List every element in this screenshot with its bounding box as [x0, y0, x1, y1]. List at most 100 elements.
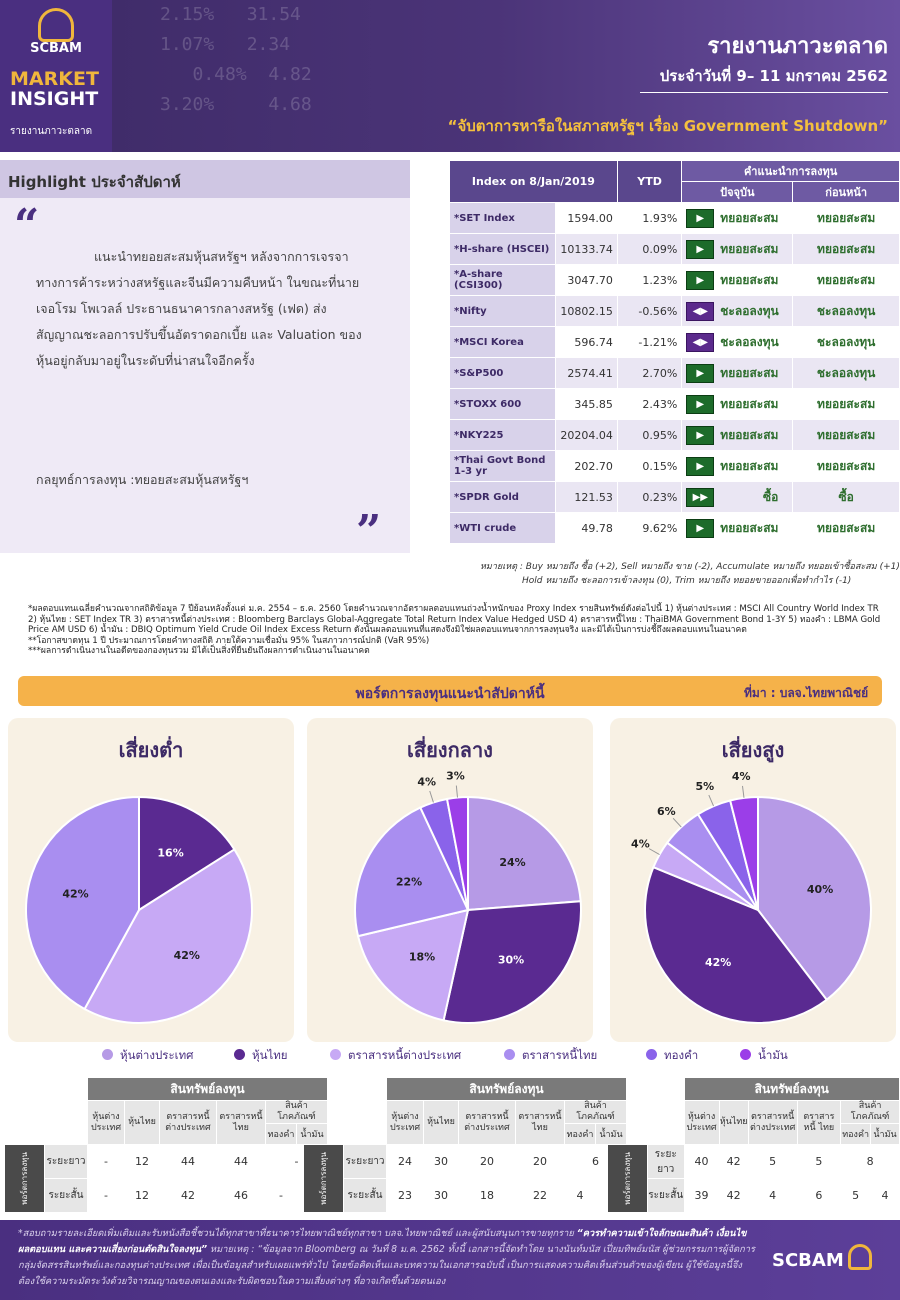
- pie-leader-line: [741, 785, 745, 798]
- pie-charts: 16%42%42% 24%30%18%22%4% 3% 40%42%4%6%5%4…: [25, 770, 872, 1024]
- pie-label: 3%: [446, 770, 465, 783]
- col-thai-equity: หุ้นไทย: [424, 1101, 458, 1144]
- col-thai-bond: ตราสารหนี้ ไทย: [516, 1101, 564, 1144]
- disclaimer-part-a: *สอบถามรายละเอียดเพิ่มเติมและรับหนังสือช…: [18, 1228, 577, 1239]
- pie-slice-foreign_bond: [83, 848, 253, 1024]
- pie-chart-mid: 24% 30% 18% 22% 4% 3%: [354, 770, 582, 1024]
- short-value: 42: [719, 1179, 748, 1212]
- scb-emblem-icon: [38, 8, 74, 42]
- play-icon: ▶: [686, 425, 715, 445]
- index-previous: ทยอยสะสม: [793, 265, 899, 295]
- index-current: ▶ ทยอยสะสม: [682, 234, 793, 264]
- col-reco: คำแนะนำการลงทุน: [682, 161, 899, 181]
- brand-panel: SCBAM MARKET INSIGHT รายงานภาวะตลาด: [0, 0, 112, 152]
- pie-label: 4%: [732, 770, 751, 783]
- pie-slice-thai_eq: [138, 795, 236, 912]
- short-value: 12: [125, 1179, 159, 1212]
- index-ytd: 0.23%: [617, 482, 682, 512]
- pie-label: 6%: [657, 805, 676, 818]
- short-value: 23: [387, 1179, 423, 1212]
- index-row: *S&P500 2574.41 2.70% ▶ ทยอยสะสม ชะลอลงทุน: [450, 358, 899, 388]
- short-value: -: [88, 1179, 124, 1212]
- legend-swatch: [234, 1049, 245, 1060]
- index-current: ◀▶ ชะลอลงทุน: [682, 327, 793, 357]
- legend-label: น้ำมัน: [758, 1048, 788, 1062]
- pie-slice-thai_bond: [354, 806, 470, 938]
- col-foreign-equity: หุ้นต่าง ประเทศ: [387, 1101, 423, 1144]
- index-value: 2574.41: [556, 358, 617, 388]
- col-commodity: สินค้า โภคภัณฑ์: [266, 1101, 327, 1123]
- pie-label: 24%: [499, 856, 525, 869]
- index-name: *WTI crude: [450, 513, 556, 543]
- legend-thai-equity: หุ้นไทย: [234, 1047, 288, 1065]
- play-icon: ▶: [686, 270, 715, 290]
- current-label: ทยอยสะสม: [720, 241, 779, 256]
- index-current: ▶▶ ซื้อ: [682, 482, 793, 512]
- side-label-text: พอร์ตการลงทุน: [319, 1152, 328, 1205]
- hold-arrows-icon: ◀▶: [686, 332, 715, 352]
- blank-cell: [608, 1078, 684, 1100]
- index-previous: ทยอยสะสม: [793, 234, 899, 264]
- index-row: *STOXX 600 345.85 2.43% ▶ ทยอยสะสม ทยอยสะสม: [450, 389, 899, 419]
- long-value: 44: [160, 1145, 216, 1178]
- row-short-label: ระยะสั้น: [648, 1179, 684, 1212]
- legend-label: ทองคำ: [664, 1048, 699, 1062]
- footnote-1: *ผลตอบแทนเฉลี่ยคำนวณจากสถิติข้อมูล 7 ปีย…: [28, 604, 881, 635]
- header-divider: [640, 92, 888, 93]
- side-label: พอร์ตการลงทุน: [5, 1145, 44, 1212]
- side-label-text: พอร์ตการลงทุน: [623, 1152, 632, 1205]
- index-ytd: 0.15%: [617, 451, 682, 481]
- index-value: 49.78: [556, 513, 617, 543]
- footnote-3: ***ผลการดำเนินงานในอดีตของกองทุนรวม มิได…: [28, 646, 370, 656]
- index-ytd: 2.70%: [617, 358, 682, 388]
- footer-banner: [0, 1220, 900, 1300]
- portfolio-banner: [18, 676, 882, 706]
- current-label: ทยอยสะสม: [720, 272, 779, 287]
- play-icon: ▶: [686, 456, 715, 476]
- index-row: *SPDR Gold 121.53 0.23% ▶▶ ซื้อ ซื้อ: [450, 482, 899, 512]
- index-value: 121.53: [556, 482, 617, 512]
- col-index: Index on 8/Jan/2019: [450, 161, 617, 202]
- footnote-2: **โอกาสขาดทุน 1 ปี ประมาณการโดยคำทางสถิต…: [28, 635, 430, 646]
- short-value: 18: [459, 1179, 515, 1212]
- pie-label: 42%: [174, 949, 200, 962]
- brand-bank: SCBAM: [30, 41, 82, 56]
- index-ytd: 1.93%: [617, 203, 682, 233]
- index-current: ▶ ทยอยสะสม: [682, 265, 793, 295]
- index-previous: ซื้อ: [793, 482, 899, 512]
- index-row: *WTI crude 49.78 9.62% ▶ ทยอยสะสม ทยอยสะสม: [450, 513, 899, 543]
- play-icon: ▶: [686, 518, 715, 538]
- col-foreign-bond: ตราสารหนี้ ต่างประเทศ: [459, 1101, 515, 1144]
- index-value: 596.74: [556, 327, 617, 357]
- index-previous: ทยอยสะสม: [793, 420, 899, 450]
- col-thai-equity: หุ้นไทย: [125, 1101, 159, 1144]
- row-short-label: ระยะสั้น: [344, 1179, 386, 1212]
- row-long-label: ระยะยาว: [648, 1145, 684, 1178]
- index-name: *S&P500: [450, 358, 556, 388]
- index-previous: ชะลอลงทุน: [793, 327, 899, 357]
- short-value: 42: [160, 1179, 216, 1212]
- blank-cell: [608, 1101, 684, 1144]
- pie-leader-line: [672, 817, 682, 828]
- play-icon: ▶: [686, 239, 715, 259]
- asset-table: สินทรัพย์ลงทุน หุ้นต่าง ประเทศ หุ้นไทย ตราส…: [607, 1077, 900, 1213]
- legend-gold: ทองคำ: [646, 1047, 698, 1065]
- index-table-body: *SET Index 1594.00 1.93% ▶ ทยอยสะสม ทยอยสะสม *…: [450, 203, 899, 543]
- short-value: 5: [841, 1179, 871, 1212]
- pie-label: 42%: [705, 956, 731, 969]
- blank-cell: [304, 1101, 386, 1144]
- col-thai-bond: ตราสารหนี้ ไทย: [797, 1101, 841, 1144]
- long-value: 20: [459, 1145, 515, 1178]
- long-value: 24: [387, 1145, 423, 1178]
- asset-table-title: สินทรัพย์ลงทุน: [684, 1078, 899, 1100]
- pie-label: 5%: [696, 780, 715, 793]
- row-long-label: ระยะยาว: [344, 1145, 386, 1178]
- index-name: *SPDR Gold: [450, 482, 556, 512]
- pie-leader-line: [708, 794, 715, 807]
- index-ytd: -1.21%: [617, 327, 682, 357]
- short-value: 4: [565, 1179, 595, 1212]
- short-value: 6: [797, 1179, 841, 1212]
- legend-swatch: [504, 1049, 515, 1060]
- index-previous: ทยอยสะสม: [793, 513, 899, 543]
- legend-label: ตราสารหนี้ไทย: [522, 1048, 598, 1062]
